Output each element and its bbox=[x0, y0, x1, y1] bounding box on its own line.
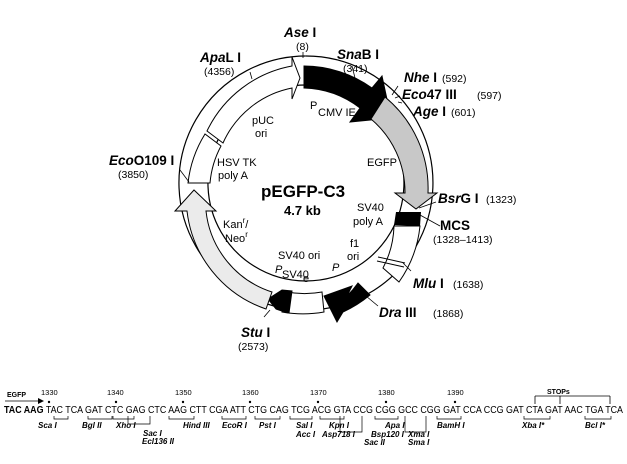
mcs-sequence-panel: EGFP STOPs 1330 1340 1350 1360 1370 1380… bbox=[4, 388, 623, 447]
mcs-num-1380: 1380 bbox=[378, 388, 395, 397]
site-hind: Hind III bbox=[183, 421, 210, 430]
egfp-arrow bbox=[370, 96, 439, 210]
enzyme-stu-pos: (2573) bbox=[238, 341, 268, 353]
puc-label-1: pUC bbox=[252, 115, 274, 127]
p-promoter-arrow bbox=[323, 282, 371, 324]
site-xho: Xho I bbox=[115, 421, 136, 430]
enzyme-apal-pos: (4356) bbox=[204, 66, 234, 78]
site-acc: Acc I bbox=[295, 430, 316, 439]
puc-label-2: ori bbox=[255, 128, 267, 140]
mcs-num-1390: 1390 bbox=[447, 388, 464, 397]
enzyme-stu: Stu I bbox=[241, 325, 270, 340]
psv40-sub: SV40 bbox=[282, 269, 309, 281]
enzyme-eco0109-pos: (3850) bbox=[118, 169, 148, 181]
mcs-pos: (1328–1413) bbox=[433, 234, 493, 246]
enzyme-dra-pos: (1868) bbox=[433, 308, 463, 320]
sv40-polya-block bbox=[394, 212, 421, 226]
plasmid-name: pEGFP-C3 bbox=[261, 182, 345, 201]
mcs-num-1340: 1340 bbox=[107, 388, 124, 397]
enzyme-snab-pos: (341) bbox=[343, 63, 368, 75]
mcs-num-1330: 1330 bbox=[41, 388, 58, 397]
kan-label: Kanr/ bbox=[223, 216, 249, 231]
site-sma: Sma I bbox=[408, 438, 430, 447]
sv40-polya-label-2: poly A bbox=[353, 216, 384, 228]
site-ecor: EcoR I bbox=[222, 421, 248, 430]
hsv-label-2: poly A bbox=[218, 170, 249, 182]
p-label: P bbox=[332, 262, 340, 274]
site-sca: Sca I bbox=[38, 421, 57, 430]
kan-neo-arrow bbox=[173, 189, 273, 310]
enzyme-nhe: Nhe I bbox=[404, 70, 437, 85]
mcs-site-brackets bbox=[53, 416, 612, 433]
mcs-sequence: TAC AAG TAC TCA GAT CTC GAG CTC AAG CTT … bbox=[4, 405, 623, 416]
site-apa: Apa I bbox=[384, 421, 405, 430]
mcs-label: MCS bbox=[440, 218, 470, 233]
enzyme-age-pos: (601) bbox=[451, 107, 476, 119]
f1-label-2: ori bbox=[347, 251, 359, 263]
enzyme-mlu: Mlu I bbox=[413, 276, 444, 291]
f1-ori-block bbox=[382, 225, 421, 283]
egfp-label: EGFP bbox=[367, 157, 397, 169]
mcs-num-1350: 1350 bbox=[175, 388, 192, 397]
pcmv-label: P bbox=[310, 100, 317, 112]
f1-label-1: f1 bbox=[350, 238, 359, 250]
psv40e-arrow bbox=[267, 289, 293, 314]
enzyme-nhe-pos: (592) bbox=[442, 73, 467, 85]
site-xba: Xba I* bbox=[521, 421, 545, 430]
site-kpn: Kpn I bbox=[329, 421, 350, 430]
enzyme-ase: Ase I bbox=[283, 25, 316, 40]
site-bcl: Bcl I* bbox=[585, 421, 606, 430]
pcmv-sub-label: CMV IE bbox=[318, 107, 356, 119]
mcs-num-1360: 1360 bbox=[242, 388, 259, 397]
enzyme-snab: SnaB I bbox=[337, 47, 379, 62]
enzyme-dra: Dra III bbox=[379, 305, 417, 320]
hsv-label-1: HSV TK bbox=[217, 157, 257, 169]
enzyme-bsrg-pos: (1323) bbox=[486, 194, 516, 206]
site-pst: Pst I bbox=[259, 421, 277, 430]
site-sac: Sac I bbox=[143, 429, 162, 438]
site-bamh: BamH I bbox=[437, 421, 465, 430]
enzyme-bsrg: BsrG I bbox=[438, 191, 479, 206]
neo-label: Neor bbox=[225, 230, 248, 245]
enzyme-age: Age I bbox=[412, 104, 446, 119]
enzyme-leaders bbox=[179, 52, 441, 318]
plasmid-size: 4.7 kb bbox=[284, 203, 321, 218]
enzyme-eco47: Eco47 III bbox=[402, 87, 457, 102]
mcs-stops-label: STOPs bbox=[547, 389, 570, 396]
psv40-e: e bbox=[303, 273, 309, 285]
mcs-num-1370: 1370 bbox=[310, 388, 327, 397]
site-sacii: Sac II bbox=[364, 438, 386, 447]
mcs-egfp-label: EGFP bbox=[7, 392, 26, 399]
puc-ori-arrow bbox=[206, 56, 301, 144]
site-bsp120: Bsp120 I bbox=[371, 430, 405, 439]
hsv-tk-polya-block bbox=[187, 133, 222, 184]
enzyme-ase-pos: (8) bbox=[296, 41, 309, 53]
site-xma: Xma I bbox=[407, 430, 430, 439]
psv40-p: P bbox=[275, 264, 283, 276]
enzyme-apal: ApaL I bbox=[199, 50, 241, 65]
site-sal: Sal I bbox=[296, 421, 313, 430]
sv40-ori-label: SV40 ori bbox=[278, 250, 320, 262]
site-ecl136: Ecl136 II bbox=[142, 437, 175, 446]
site-bgl: Bgl II bbox=[82, 421, 102, 430]
enzyme-eco47-pos: (597) bbox=[477, 90, 502, 102]
mcs-tick-dots bbox=[47, 400, 457, 404]
enzyme-mlu-pos: (1638) bbox=[453, 279, 483, 291]
sv40-polya-label-1: SV40 bbox=[357, 202, 384, 214]
enzyme-eco0109: EcoO109 I bbox=[109, 153, 174, 168]
mlu-tick bbox=[377, 256, 406, 264]
site-asp718: Asp718 I bbox=[321, 430, 356, 439]
